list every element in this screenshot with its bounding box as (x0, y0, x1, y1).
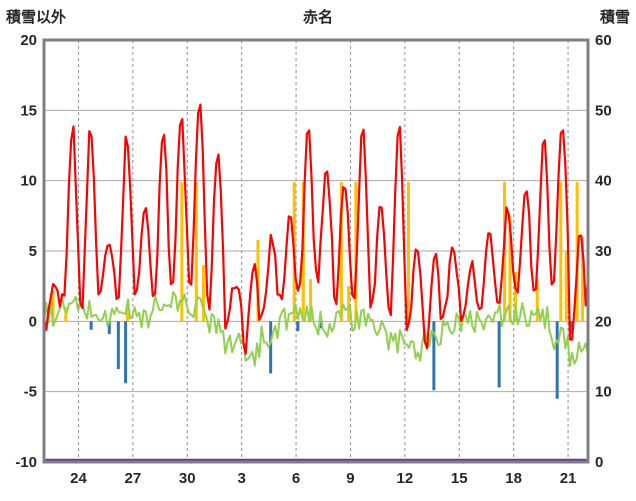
x-axis-tick-label: 27 (125, 470, 142, 487)
right-axis-tick-label: 40 (595, 173, 612, 190)
left-axis-tick-label: -10 (15, 454, 37, 471)
x-axis-tick-label: 3 (237, 470, 245, 487)
x-axis-tick-label: 9 (346, 470, 354, 487)
orange-bars-bar (581, 236, 585, 322)
right-axis-tick-label: 10 (595, 384, 612, 401)
blue-bars-bar (555, 321, 559, 399)
orange-bars-bar (339, 182, 343, 322)
orange-bars-bar (202, 265, 206, 322)
x-axis-tick-label: 6 (292, 470, 300, 487)
orange-bars-bar (564, 251, 568, 322)
blue-bars-bar (116, 321, 120, 370)
blue-bars-bar (269, 321, 273, 374)
orange-bars-bar (180, 182, 184, 322)
chart-title: 赤名 (302, 9, 333, 26)
left-axis-tick-label: 5 (29, 243, 37, 260)
orange-bars-bar (309, 279, 313, 322)
orange-bars-bar (125, 304, 129, 322)
x-axis-tick-label: 21 (560, 470, 577, 487)
orange-bars-bar (513, 272, 517, 322)
left-axis-tick-label: 0 (29, 313, 37, 330)
blue-bars-bar (107, 321, 111, 334)
orange-bars-bar (194, 182, 198, 322)
plot-frame (42, 38, 590, 464)
x-axis-tick-label: 24 (70, 470, 87, 487)
orange-bars-bar (559, 182, 563, 322)
right-axis-tick-label: 30 (595, 243, 612, 260)
blue-bars-bar (432, 321, 436, 391)
right-axis-tick-label: 60 (595, 32, 612, 49)
blue-bars-bar (296, 321, 300, 332)
left-axis-tick-label: 10 (20, 173, 37, 190)
x-axis-tick-label: 30 (179, 470, 196, 487)
right-axis-tick-label: 20 (595, 313, 612, 330)
x-axis-tick-label: 15 (451, 470, 468, 487)
blue-bars-bar (89, 321, 93, 330)
blue-bars-bar (570, 321, 574, 334)
x-axis-tick-label: 12 (397, 470, 414, 487)
left-axis-tick-label: 15 (20, 102, 37, 119)
red-line (42, 103, 590, 355)
right-axis-tick-label: 50 (595, 102, 612, 119)
orange-bars-bar (64, 307, 68, 322)
orange-bars-bar (51, 290, 55, 322)
left-axis-title: 積雪以外 (6, 9, 67, 26)
orange-bars-bar (508, 215, 512, 322)
x-axis-tick-label: 18 (505, 470, 522, 487)
orange-bars-bar (535, 279, 539, 322)
green-line (43, 291, 589, 367)
orange-bars-bar (256, 239, 260, 322)
right-axis-title: 積雪 (599, 9, 630, 26)
left-axis-tick-label: 20 (20, 32, 37, 49)
right-axis-tick-label: 0 (595, 454, 603, 471)
blue-bars-bar (124, 321, 128, 384)
blue-bars-bar (497, 321, 501, 388)
left-axis-tick-label: -5 (24, 384, 37, 401)
orange-bars-bar (347, 286, 351, 322)
orange-bars-bar (406, 182, 410, 322)
